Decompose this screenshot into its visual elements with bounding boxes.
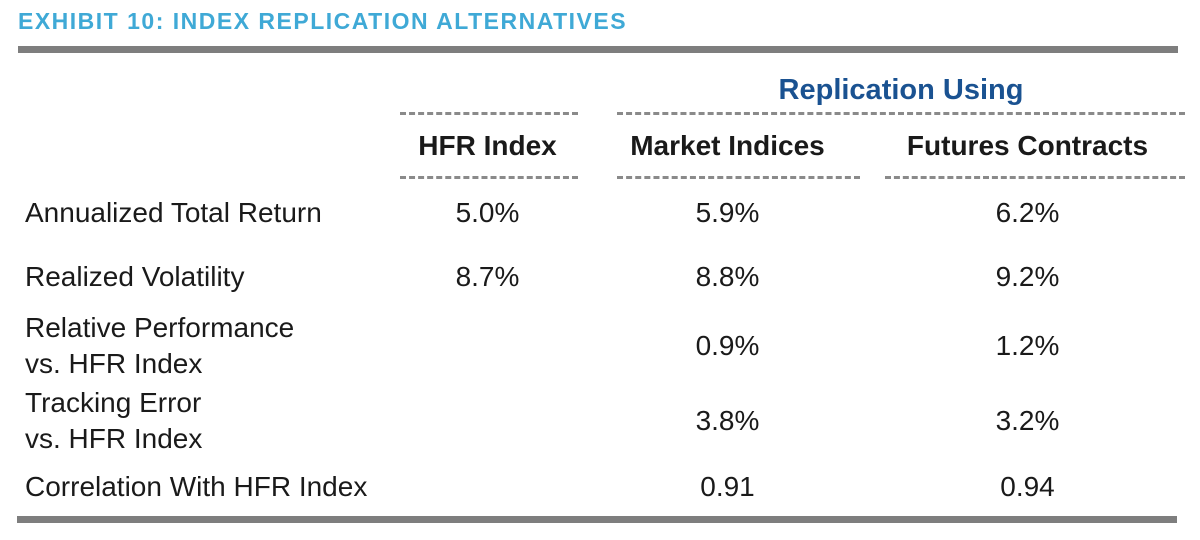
- row-label: Correlation With HFR Index: [25, 471, 368, 502]
- dashed-rule-market-bottom: [617, 176, 860, 179]
- dashed-rule-hfr-top: [400, 112, 578, 115]
- cell-value: 0.94: [1000, 471, 1055, 502]
- row-label: Annualized Total Return: [25, 197, 322, 228]
- cell-value: 8.7%: [455, 261, 520, 292]
- cell-value: 0.91: [700, 471, 755, 502]
- row-label: Realized Volatility: [25, 261, 245, 292]
- cell-value: 6.2%: [995, 197, 1060, 228]
- cell-value: [390, 458, 585, 516]
- bottom-rule: [17, 516, 1177, 523]
- cell-value: 5.9%: [695, 197, 760, 228]
- cell-value: [390, 384, 585, 458]
- title-rule: [18, 46, 1178, 53]
- dashed-rule-hfr-bottom: [400, 176, 578, 179]
- column-header-market-indices: Market Indices: [630, 130, 825, 161]
- column-header-hfr-index: HFR Index: [418, 130, 557, 161]
- row-label: Relative Performance vs. HFR Index: [25, 312, 295, 379]
- row-label: Tracking Error vs. HFR Index: [25, 387, 203, 454]
- replication-table: Replication Using HFR Index Market Indic…: [18, 62, 1185, 516]
- cell-value: [390, 308, 585, 384]
- group-header-replication-using: Replication Using: [778, 74, 1024, 106]
- cell-value: 1.2%: [995, 330, 1060, 361]
- column-header-futures-contracts: Futures Contracts: [906, 130, 1149, 161]
- dashed-rule-futures-bottom: [885, 176, 1185, 179]
- cell-value: 8.8%: [695, 261, 760, 292]
- cell-value: 3.2%: [995, 405, 1060, 436]
- cell-value: 3.8%: [695, 405, 760, 436]
- cell-value: 0.9%: [695, 330, 760, 361]
- cell-value: 5.0%: [455, 197, 520, 228]
- exhibit-title: EXHIBIT 10: INDEX REPLICATION ALTERNATIV…: [18, 8, 628, 34]
- cell-value: 9.2%: [995, 261, 1060, 292]
- dashed-rule-replication-using: [617, 112, 1185, 115]
